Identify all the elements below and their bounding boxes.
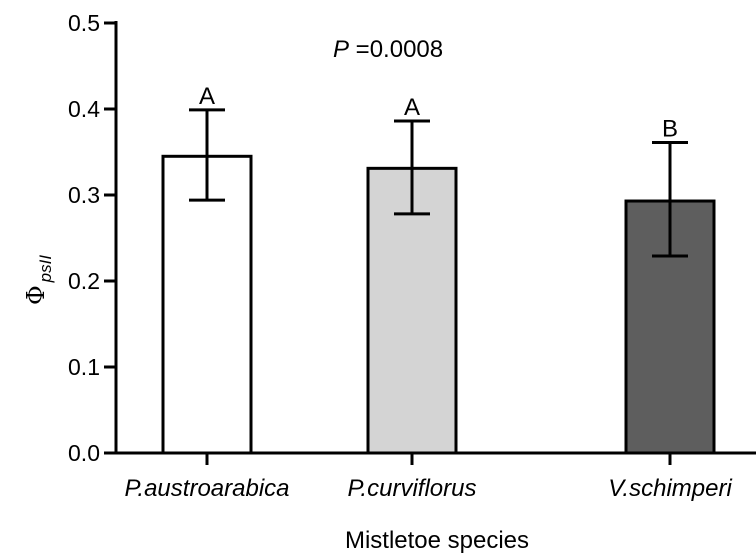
x-category-label: V.schimperi (608, 475, 732, 502)
y-tick-label: 0.3 (68, 182, 100, 208)
significance-letters: A A B (199, 83, 678, 143)
y-tick-label: 0.0 (68, 440, 100, 466)
significance-letter: A (404, 94, 420, 121)
x-axis-title: Mistletoe species (345, 527, 529, 554)
y-tick-label: 0.5 (68, 10, 100, 36)
bars (161, 154, 716, 455)
significance-letter: A (199, 83, 215, 110)
y-tick-label: 0.1 (68, 354, 100, 380)
bar (161, 154, 253, 455)
y-axis-title: ΦpsII (22, 255, 55, 305)
bar (366, 166, 458, 455)
axes: 0.0 0.1 0.2 0.3 0.4 0.5 P.austroarabica P.curvi… (68, 10, 756, 502)
p-value-annotation: P =0.0008 (333, 36, 443, 63)
y-axis-symbol: Φ (22, 285, 50, 305)
significance-letter: B (662, 116, 678, 143)
y-tick-label: 0.2 (68, 268, 100, 294)
error-bars (189, 108, 688, 258)
y-axis-subscript: psII (36, 255, 55, 284)
p-value-text: =0.0008 (349, 36, 443, 63)
x-category-label: P.austroarabica (125, 475, 290, 502)
x-category-label: P.curviflorus (348, 475, 477, 502)
p-symbol: P (333, 36, 349, 63)
y-tick-label: 0.4 (68, 96, 100, 122)
